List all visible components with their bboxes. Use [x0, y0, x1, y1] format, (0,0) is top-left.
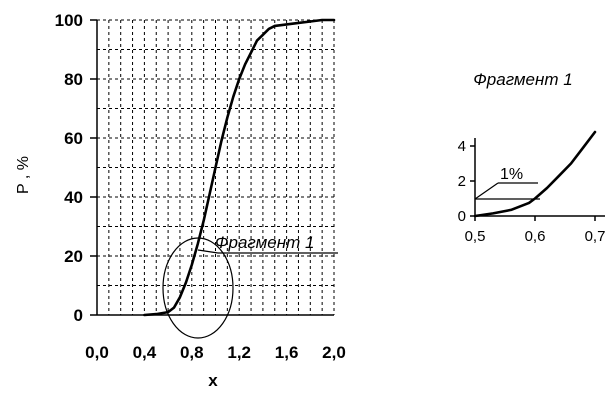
main-axes: [96, 20, 334, 316]
main-x-tick-label: 2,0: [322, 343, 346, 362]
fragment-leader: [197, 249, 219, 254]
fragment-series-line: [473, 130, 597, 218]
main-x-axis-label: x: [208, 371, 218, 390]
main-y-axis-label: P , %: [15, 156, 32, 194]
fragment-y-tick-label: 2: [458, 173, 466, 190]
fragment-x-tick-labels: 0,5 0,6 0,7: [465, 216, 606, 245]
fragment-x-tick-label: 0,7: [585, 228, 606, 245]
main-y-tick-label: 60: [64, 129, 83, 148]
main-x-tick-labels: 0,0 0,4 0,8 1,2 1,6 2,0: [85, 343, 346, 362]
main-annotation: Фрагмент 1: [215, 233, 314, 252]
main-series-line: [143, 18, 336, 317]
main-x-tick-label: 1,6: [275, 343, 299, 362]
fragment-y-tick-label: 0: [458, 208, 466, 225]
fragment-annotation: 1%: [500, 166, 523, 183]
main-grid: [97, 19, 335, 315]
main-x-tick-label: 1,2: [227, 343, 251, 362]
fragment-x-tick-label: 0,5: [465, 228, 486, 245]
fragment-ellipse: [162, 237, 234, 339]
main-y-tick-label: 40: [64, 188, 83, 207]
main-y-tick-labels: 0 20 40 60 80 100: [55, 11, 97, 325]
main-y-tick-label: 80: [64, 70, 83, 89]
fragment-title: Фрагмент 1: [473, 70, 572, 89]
fragment-axes: [474, 138, 605, 217]
main-y-tick-label: 100: [55, 11, 83, 30]
fragment-y-tick-label: 4: [458, 138, 466, 155]
fragment-x-tick-label: 0,6: [525, 228, 546, 245]
main-x-tick-label: 0,0: [85, 343, 109, 362]
main-y-tick-label: 0: [74, 306, 83, 325]
fragment-y-tick-labels: 0 2 4: [458, 138, 475, 225]
fragment-1pct-leader: [474, 182, 499, 200]
main-x-tick-label: 0,4: [133, 343, 157, 362]
main-y-tick-label: 20: [64, 247, 83, 266]
main-x-tick-label: 0,8: [180, 343, 204, 362]
